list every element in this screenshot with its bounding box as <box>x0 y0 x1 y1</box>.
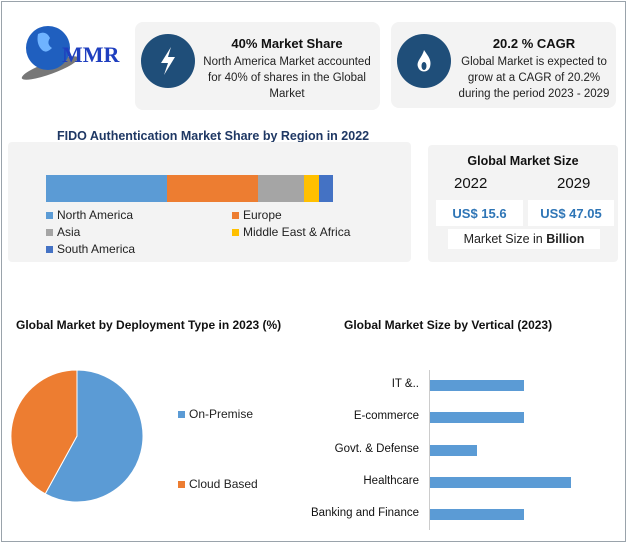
unit-prefix: Market Size in <box>463 232 547 246</box>
legend-item: South America <box>46 242 135 256</box>
legend-swatch <box>46 211 53 219</box>
card-title: 20.2 % CAGR <box>492 36 576 51</box>
category-label: IT &.. <box>391 378 419 390</box>
lightning-icon <box>141 34 195 88</box>
legend-label: Middle East & Africa <box>243 225 351 239</box>
legend-label: Europe <box>243 208 282 222</box>
vertical-chart-title: Global Market Size by Vertical (2023) <box>344 318 553 332</box>
category-label: Govt. & Defense <box>334 442 419 455</box>
legend-item: Middle East & Africa <box>232 225 350 239</box>
bar-segment-1 <box>166 175 259 202</box>
pie-chart-title: Global Market by Deployment Type in 2023… <box>16 318 282 332</box>
bar <box>430 412 524 424</box>
market-size-title: Global Market Size <box>467 154 579 168</box>
category-label: Banking and Finance <box>310 507 419 520</box>
card-text: Global Market is expected to grow at a C… <box>458 56 610 100</box>
legend-item: Cloud Based <box>178 477 258 491</box>
bar-segment-0 <box>46 175 167 202</box>
category-label: Healthcare <box>363 474 419 487</box>
unit-label: Market Size in Billion <box>448 229 600 249</box>
legend-item: Europe <box>232 208 282 222</box>
region-chart: North America Europe Asia Middle East & Afr… <box>8 142 411 262</box>
bar <box>430 476 571 488</box>
bar-segment-4 <box>318 175 333 202</box>
legend-swatch <box>178 480 185 488</box>
legend-swatch <box>46 245 53 253</box>
value-2022: US$ 15.6 <box>436 200 523 226</box>
legend-label: Cloud Based <box>189 477 258 491</box>
globe-icon <box>21 26 79 80</box>
bar <box>430 444 477 456</box>
legend-swatch <box>232 228 239 236</box>
legend-swatch <box>178 410 185 418</box>
bar-segment-3 <box>304 175 319 202</box>
value-2029: US$ 47.05 <box>528 200 614 226</box>
legend-item: Asia <box>46 225 80 239</box>
legend-item: North America <box>46 208 133 222</box>
legend-item: On-Premise <box>178 407 253 421</box>
year-2022: 2022 <box>454 175 488 192</box>
cagr-card: 20.2 % CAGR Global Market is expected to… <box>391 22 616 108</box>
bar <box>430 380 524 391</box>
legend-label: On-Premise <box>189 407 254 421</box>
pie-chart <box>10 369 144 503</box>
category-label: E-commerce <box>353 410 419 423</box>
region-chart-title: FIDO Authentication Market Share by Regi… <box>57 129 370 143</box>
card-title: 40% Market Share <box>231 36 343 51</box>
pie-slice-on-premise <box>44 369 144 503</box>
legend-swatch <box>46 228 53 236</box>
legend-swatch <box>232 211 239 219</box>
bar <box>430 509 524 521</box>
legend-label: Asia <box>57 225 81 239</box>
unit-bold: Billion <box>546 232 585 246</box>
year-2029: 2029 <box>557 175 591 192</box>
flame-icon <box>397 34 451 88</box>
legend-label: South America <box>57 242 136 256</box>
legend-label: North America <box>57 208 134 222</box>
bar-segment-2 <box>258 175 305 202</box>
market-size-card: Global Market Size 2022 2029 US$ 15.6 US… <box>428 145 618 262</box>
pie-slice-cloud-based <box>10 369 78 495</box>
logo: MMR <box>12 22 127 82</box>
market-share-card: 40% Market Share North America Market ac… <box>135 22 380 110</box>
vertical-axis <box>429 370 430 530</box>
logo-text: MMR <box>62 42 120 67</box>
card-text: North America Market accounted for 40% o… <box>203 56 371 100</box>
